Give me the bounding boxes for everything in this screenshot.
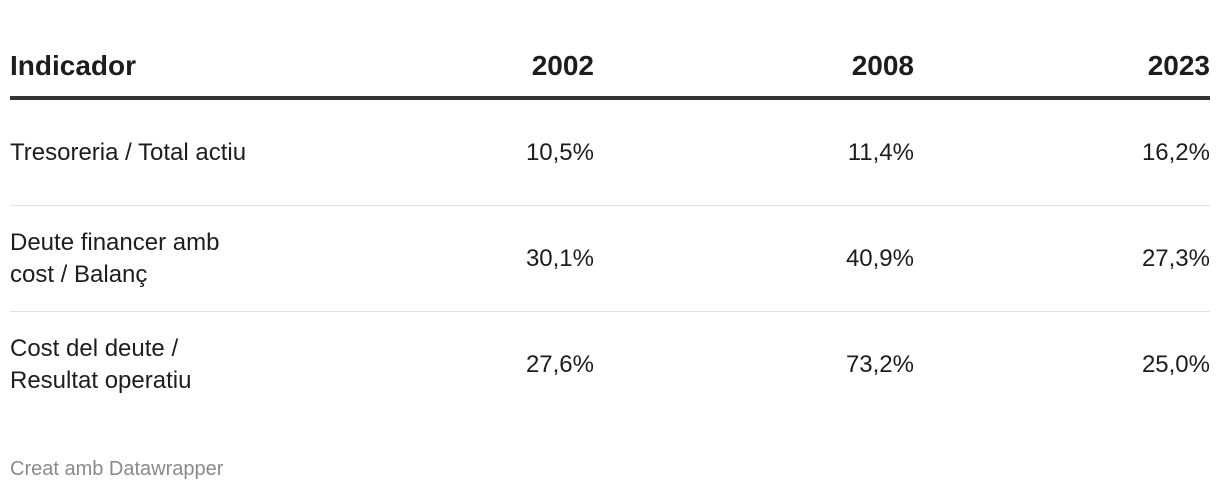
value-cell: 25,0% [1141, 350, 1210, 378]
value-cell: 27,3% [914, 205, 1210, 312]
column-header: 2002 [330, 36, 594, 100]
table-row: Tresoreria / Total actiu 10,5% 11,4% 16,2% [10, 98, 1210, 206]
column-header: Indicador [10, 36, 330, 100]
row-label: Tresoreria / Total actiu [10, 138, 247, 166]
value-cell: 30,1% [330, 205, 594, 312]
row-label: Deute financer amb cost / Balanç [10, 228, 220, 288]
value-cell: 27,6% [525, 350, 594, 378]
column-header: 2023 [914, 36, 1210, 100]
row-label-cell: Tresoreria / Total actiu [10, 98, 330, 206]
value-cell: 16,2% [914, 98, 1210, 206]
table-row: Deute financer amb cost / Balanç 30,1% 40,… [10, 205, 1210, 312]
table-body: Tresoreria / Total actiu 10,5% 11,4% 16,2% D… [10, 98, 1210, 417]
value-cell: 11,4% [594, 98, 914, 206]
row-label-cell: Cost del deute / Resultat operatiu [10, 312, 330, 418]
value-cell: 40,9% [594, 205, 914, 312]
footer: Creat amb Datawrapper [10, 458, 224, 480]
data-table: Indicador 2002 2008 2023 Tresoreria / Total… [10, 36, 1210, 417]
column-header: 2008 [594, 36, 914, 100]
value-cell: 73,2% [845, 350, 914, 378]
row-label: Cost del deute / Resultat operatiu [10, 334, 192, 394]
table-row: Cost del deute / Resultat operatiu 27,6% 7… [10, 312, 1210, 418]
header-row: Indicador 2002 2008 2023 [10, 36, 1210, 100]
row-label-cell: Deute financer amb cost / Balanç [10, 205, 330, 312]
value-cell: 10,5% [330, 98, 594, 206]
